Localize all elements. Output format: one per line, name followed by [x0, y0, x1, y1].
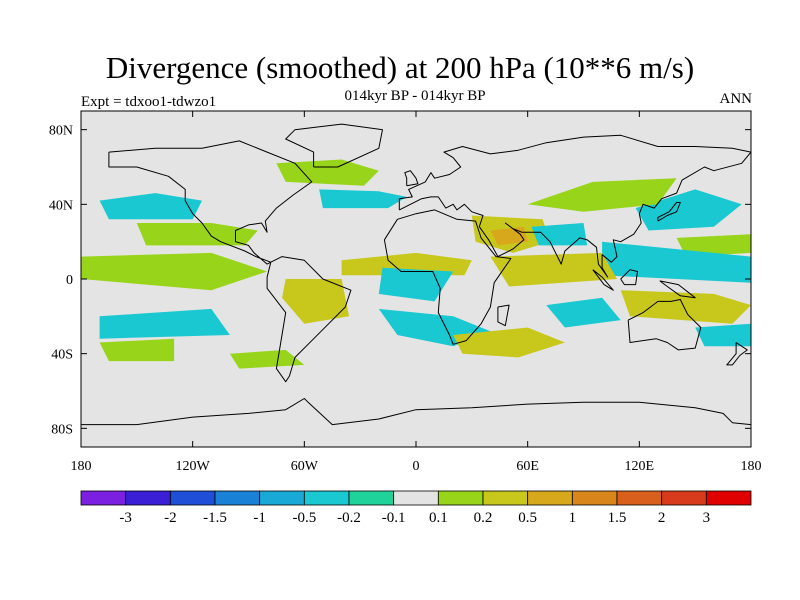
colorbar-box-7: [393, 490, 439, 506]
coastline-antarctica: [81, 398, 751, 426]
colorbar-label-0: -3: [119, 510, 132, 526]
period-label: 014kyr BP - 014kyr BP: [344, 88, 486, 104]
region-pos-npac-mid: [136, 223, 258, 246]
colorbar-label-4: -0.5: [292, 510, 316, 526]
region-neg-sind: [546, 297, 621, 328]
x-tick-label-4: 60E: [516, 459, 539, 474]
region-pos-aus: [620, 290, 751, 324]
y-tick-label-3: 40S: [51, 348, 73, 363]
coastline-south-america: [266, 256, 352, 383]
coastline-eurasia: [398, 134, 751, 278]
y-tick-label-4: 80S: [51, 422, 73, 437]
colorbar-label-13: 3: [703, 510, 711, 526]
colorbar-box-8: [437, 490, 484, 506]
x-tick-label-3: 0: [413, 459, 420, 474]
coastline-new-guinea: [659, 280, 696, 299]
y-tick-label-2: 0: [66, 273, 73, 288]
region-pos-atl-wind: [276, 159, 379, 186]
colorbar-label-1: -2: [164, 510, 177, 526]
x-tick-label-2: 60W: [291, 459, 319, 474]
region-neg-natl: [319, 189, 407, 209]
colorbar-label-8: 0.2: [474, 510, 493, 526]
colorbar-box-10: [527, 490, 573, 506]
colorbar-box-9: [482, 490, 529, 506]
colorbar-label-2: -1.5: [203, 510, 227, 526]
coastline-greenland: [285, 123, 383, 168]
experiment-label: Expt = tdxoo1-tdwzo1: [81, 94, 217, 110]
colorbar-label-5: -0.2: [337, 510, 361, 526]
colorbar-label-10: 1: [569, 510, 577, 526]
y-axis: 80N 40N 0 40S 80S: [49, 124, 751, 437]
region-pos-sind: [453, 327, 565, 358]
coastline-australia: [627, 299, 702, 351]
colorbar-label-12: 2: [658, 510, 666, 526]
colorbar-label-11: 1.5: [608, 510, 627, 526]
colorbar-box-3: [214, 490, 261, 506]
colorbar-box-6: [348, 490, 395, 506]
colorbar-box-1: [125, 490, 171, 506]
coastline-japan: [657, 202, 681, 222]
colorbar-box-2: [169, 490, 216, 506]
coastline-borneo-png: [620, 269, 638, 286]
x-axis: 180 120W 60W 0 60E 120E 180: [71, 111, 762, 474]
region-neg-india: [531, 223, 588, 246]
region-pos-eurasia: [527, 178, 677, 212]
region-neg-tasman: [695, 323, 751, 347]
coastline-new-zealand: [726, 342, 748, 366]
chart-title: Divergence (smoothed) at 200 hPa (10**6 …: [105, 50, 695, 85]
x-tick-label-6: 180: [741, 459, 762, 474]
x-tick-label-1: 120W: [176, 459, 211, 474]
region-neg-westpac-eq: [602, 241, 751, 283]
colorbar-box-14: [705, 490, 752, 506]
coastline-sumatra: [592, 269, 614, 291]
coastline-africa: [383, 209, 512, 345]
colorbar-box-11: [571, 490, 618, 506]
colorbar: -3 -2 -1.5 -1 -0.5 -0.2 -0.1 0.1 0.2 0.5 1 1.5 2 3: [80, 490, 752, 526]
y-tick-label-0: 80N: [49, 124, 73, 139]
x-tick-label-0: 180: [71, 459, 92, 474]
coastline-uk: [404, 170, 419, 187]
colorbar-label-9: 0.5: [518, 510, 537, 526]
region-pos-npac-west: [676, 234, 751, 257]
region-neg-spac: [99, 308, 230, 339]
colorbar-label-7: 0.1: [429, 510, 448, 526]
region-pos-indian-eq: [490, 252, 617, 287]
colorbar-box-0: [80, 490, 127, 506]
region-neg-wpac: [635, 189, 742, 231]
coastlines: [81, 123, 751, 426]
colorbar-box-12: [616, 490, 663, 506]
coastline-madagascar: [497, 304, 510, 327]
region-pos-sahel: [341, 252, 472, 276]
colorbar-label-3: -1: [253, 510, 266, 526]
colorbar-box-13: [661, 490, 707, 506]
season-label: ANN: [719, 91, 753, 107]
region-pos-spac: [99, 338, 175, 362]
colorbar-label-6: -0.1: [382, 510, 406, 526]
x-tick-label-5: 120E: [625, 459, 655, 474]
region-neg-npac: [99, 193, 202, 220]
y-tick-label-1: 40N: [49, 198, 73, 213]
region-pos-sam: [282, 279, 349, 324]
contour-regions: [81, 159, 751, 369]
coastline-north-america: [108, 140, 313, 265]
region-orange-arabia: [490, 226, 528, 246]
region-pos-spac-far: [229, 349, 305, 369]
colorbar-box-5: [303, 490, 350, 506]
colorbar-box-4: [259, 490, 305, 506]
region-pos-epac-eq: [81, 252, 268, 291]
